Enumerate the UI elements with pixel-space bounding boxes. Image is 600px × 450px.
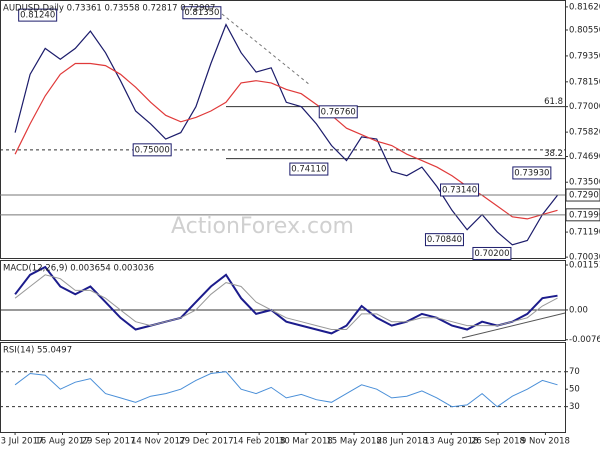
annotation-box [512, 166, 552, 180]
annotation-label: 0.70840 [427, 235, 462, 245]
annotation-label: 0.70200 [474, 249, 509, 259]
annotation-label: 0.73140 [442, 185, 477, 195]
panel-frame [0, 342, 566, 433]
x-tick-label: 14 Nov 2017 [131, 437, 185, 447]
annotation-box [18, 8, 58, 22]
x-tick-label: 28 Jun 2018 [377, 437, 428, 447]
y-tick-label: 0.00 [569, 305, 588, 315]
annotation-box [289, 162, 329, 176]
watermark: ActionForex.com [171, 214, 354, 239]
annotation-label: 0.81240 [20, 11, 55, 21]
panel-title: AUDUSD,Daily 0.73361 0.73558 0.72817 0.7… [3, 4, 215, 14]
y-tick-label: 30 [569, 402, 580, 412]
x-tick-label: 29 Dec 2017 [179, 437, 233, 447]
annotation-box [132, 143, 172, 157]
annotation-label: 0.75000 [135, 145, 170, 155]
annotation-box [182, 6, 222, 20]
trend-line [221, 13, 311, 86]
annotation-label: 0.74110 [291, 165, 326, 175]
price-label: 0.72907 [569, 191, 600, 201]
x-tick-label: 14 Feb 2018 [233, 437, 286, 447]
y-tick-label: 70 [569, 367, 580, 377]
fib-label: 38.2 [544, 149, 563, 159]
panel-frame [0, 0, 566, 259]
price-box [565, 208, 600, 222]
macd-trend-line [461, 312, 566, 339]
series-line [14, 371, 558, 408]
x-tick-label: 9 Nov 2018 [521, 437, 570, 447]
fib-label: 61.8 [544, 97, 563, 107]
x-tick-label: 29 Sep 2017 [82, 437, 136, 447]
price-box [565, 188, 600, 202]
series-line [14, 23, 558, 246]
y-tick-label: 50 [569, 385, 580, 395]
annotation-box [440, 183, 480, 197]
panel-frame [0, 260, 566, 341]
panel-title: MACD(12,26,9) 0.003654 0.003036 [3, 264, 154, 274]
x-tick-label: 3 Jul 2017 [1, 437, 44, 447]
annotation-box [424, 233, 464, 247]
annotation-label: 0.73930 [514, 168, 549, 178]
panel-title: RSI(14) 55.0497 [3, 346, 72, 356]
x-tick-label: 26 Sep 2018 [471, 437, 525, 447]
annotation-box [318, 105, 358, 119]
series-line [14, 274, 558, 330]
series-line [14, 265, 558, 335]
x-tick-label: 13 Aug 2018 [424, 437, 478, 447]
x-tick-label: 30 Mar 2018 [279, 437, 333, 447]
x-tick-label: 15 May 2018 [326, 437, 381, 447]
annotation-box [472, 246, 512, 260]
y-tick-label: -0.007634 [569, 335, 600, 345]
annotation-label: 0.76760 [321, 107, 356, 117]
annotation-label: 0.81350 [184, 8, 219, 18]
x-tick-label: 16 Aug 2017 [35, 437, 89, 447]
y-tick-label: 0.011517 [569, 261, 600, 271]
